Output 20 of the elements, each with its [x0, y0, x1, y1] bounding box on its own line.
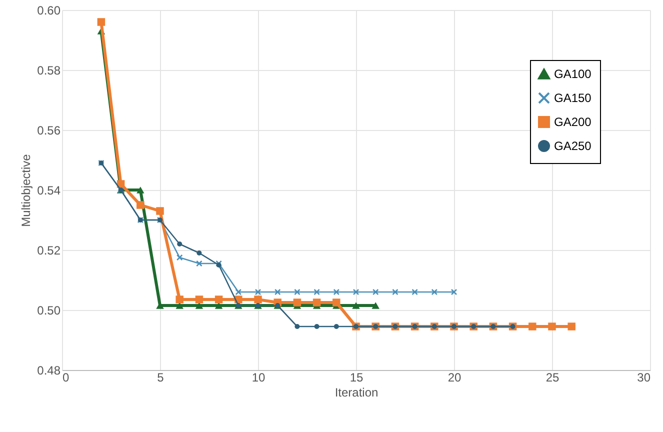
y-tick-label: 0.52	[37, 244, 61, 258]
x-tick-label: 0	[62, 370, 70, 384]
y-tick-label: 0.56	[37, 124, 61, 138]
y-tick-label: 0.50	[37, 304, 61, 318]
x-axis-title: Iteration	[334, 386, 378, 400]
y-axis-title: Multiobjective	[19, 154, 34, 227]
legend-label: GA100	[554, 67, 592, 81]
x-tick-label: 15	[350, 370, 364, 384]
x-tick-label: 20	[448, 370, 462, 384]
y-tick-label: 0.48	[37, 364, 61, 378]
legend-label: GA250	[554, 139, 592, 153]
y-tick-label: 0.58	[37, 64, 61, 78]
x-tick-label: 25	[546, 370, 560, 384]
y-tick-label: 0.54	[37, 184, 61, 198]
y-tick-label: 0.60	[37, 4, 61, 18]
x-tick-label: 5	[157, 370, 164, 384]
legend-label: GA150	[554, 91, 592, 105]
x-tick-label: 30	[637, 370, 651, 384]
x-tick-label: 10	[252, 370, 266, 384]
legend-label: GA200	[554, 115, 592, 129]
